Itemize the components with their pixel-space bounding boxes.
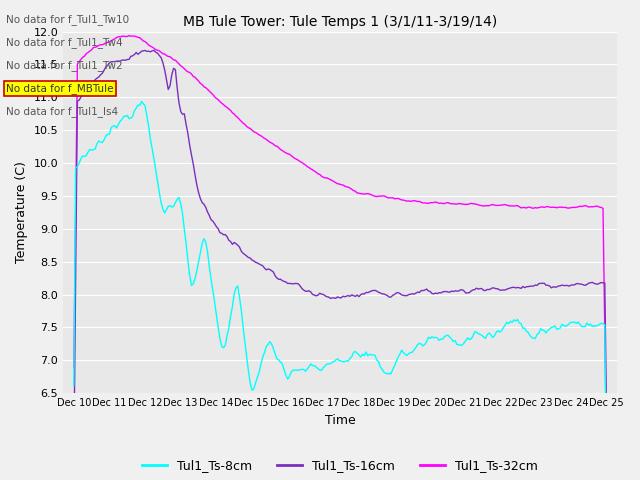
X-axis label: Time: Time [325,414,356,427]
Legend: Tul1_Ts-8cm, Tul1_Ts-16cm, Tul1_Ts-32cm: Tul1_Ts-8cm, Tul1_Ts-16cm, Tul1_Ts-32cm [137,455,543,477]
Text: No data for f_Tul1_Tw10: No data for f_Tul1_Tw10 [6,13,129,24]
Text: No data for f_Tul1_Tw2: No data for f_Tul1_Tw2 [6,60,123,71]
Text: No data for f_Tul1_Tw4: No data for f_Tul1_Tw4 [6,36,123,48]
Text: No data for f_MBTule: No data for f_MBTule [6,83,114,94]
Title: MB Tule Tower: Tule Temps 1 (3/1/11-3/19/14): MB Tule Tower: Tule Temps 1 (3/1/11-3/19… [183,15,497,29]
Text: No data for f_Tul1_Is4: No data for f_Tul1_Is4 [6,106,118,117]
Y-axis label: Temperature (C): Temperature (C) [15,161,28,264]
